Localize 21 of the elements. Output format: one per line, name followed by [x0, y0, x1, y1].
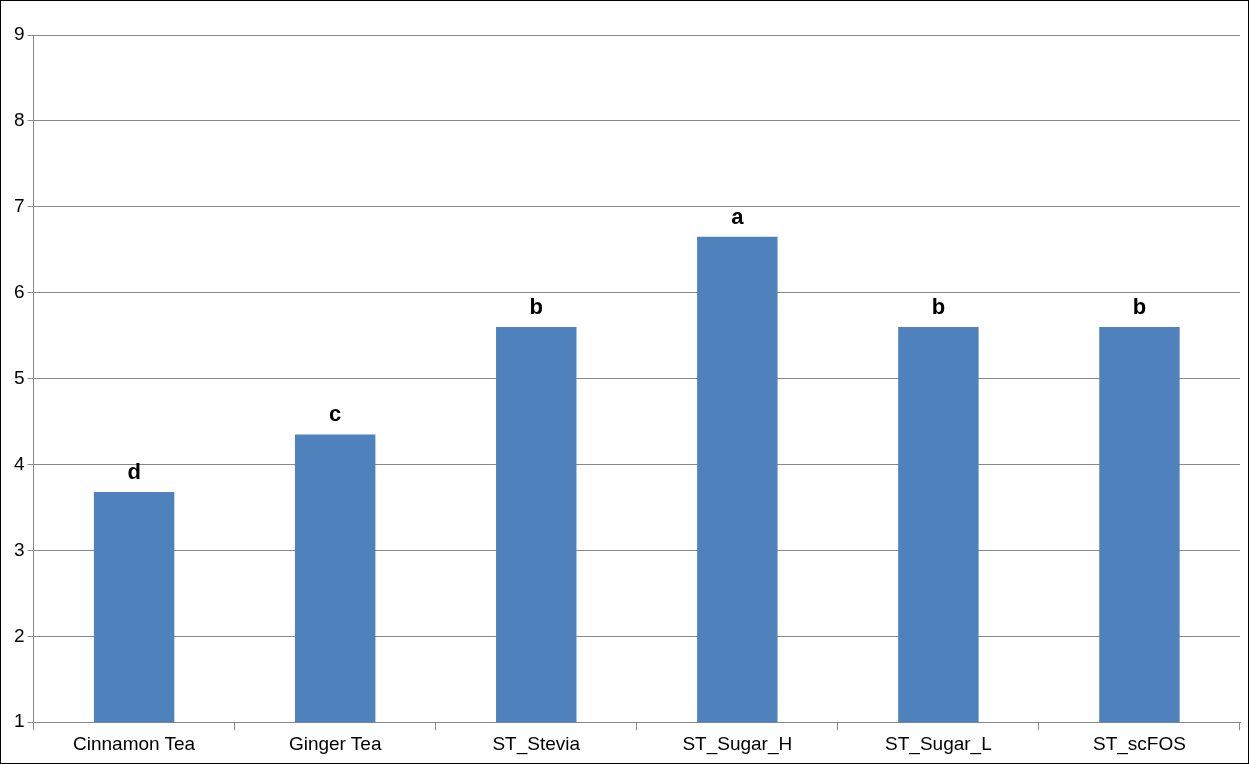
data-label: b [529, 294, 543, 320]
y-tick-label: 6 [13, 280, 25, 302]
data-label: b [931, 294, 946, 320]
y-tick-label: 1 [13, 710, 25, 732]
x-tick-label: Cinnamon Tea [73, 732, 196, 754]
y-tick-label: 2 [13, 624, 25, 646]
y-tick-label: 3 [13, 538, 25, 560]
x-tick-label: Ginger Tea [288, 732, 382, 754]
y-tick-label: 7 [13, 195, 25, 217]
x-tick-label: ST_Sugar_L [885, 732, 992, 755]
data-label: c [329, 401, 342, 427]
y-tick-label: 9 [13, 23, 25, 45]
data-label: b [1132, 294, 1147, 320]
data-label: d [127, 459, 141, 485]
y-tick-label: 5 [13, 366, 25, 388]
y-tick-label: 4 [13, 452, 25, 474]
x-tick-label: ST_scFOS [1093, 732, 1186, 755]
x-tick-label: ST_Stevia [492, 732, 581, 755]
y-tick-label: 8 [13, 109, 25, 131]
data-label: a [731, 203, 745, 229]
x-tick-label: ST_Sugar_H [682, 732, 793, 755]
